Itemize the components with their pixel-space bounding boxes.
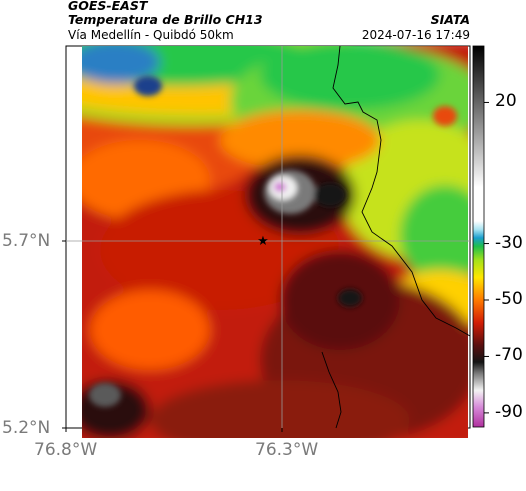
colorbar [472, 45, 485, 428]
colorbar-tick-label: 20 [495, 91, 517, 112]
location-star-icon: ★ [257, 234, 269, 249]
timestamp-label: 2024-07-16 17:49 [361, 28, 470, 42]
lon-tick-label-76.3: 76.3°W [255, 440, 319, 460]
satellite-title: GOES-EAST [68, 0, 148, 13]
department-boundary-south [321, 351, 342, 429]
organization-label: SIATA [430, 12, 470, 27]
department-boundary-north [332, 45, 471, 337]
lon-tick-label-76.8: 76.8°W [34, 440, 98, 460]
brightness-temperature-field [82, 46, 468, 438]
route-label: Vía Medellín - Quibdó 50km [68, 28, 234, 42]
colorbar-tick-label: -70 [495, 345, 523, 366]
colorbar-tick-marks [484, 101, 489, 414]
colorbar-tick-label: -30 [495, 232, 523, 253]
product-subtitle: Temperatura de Brillo CH13 [68, 12, 263, 27]
colorbar-tick-label: -90 [495, 401, 523, 422]
lat-tick-label-5.2: 5.2°N [2, 418, 51, 438]
lat-tick-label-5.7: 5.7°N [2, 231, 51, 251]
colorbar-tick-label: -50 [495, 289, 523, 309]
